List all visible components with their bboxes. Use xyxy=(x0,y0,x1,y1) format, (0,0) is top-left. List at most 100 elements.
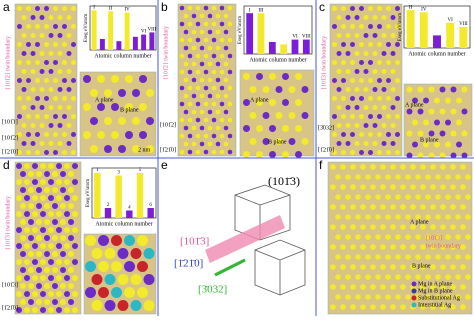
atom xyxy=(71,114,76,119)
atom xyxy=(428,152,435,159)
atom xyxy=(405,294,411,300)
atom xyxy=(381,51,387,56)
atom xyxy=(195,5,201,11)
atom xyxy=(461,108,468,115)
atom xyxy=(179,117,185,123)
atom xyxy=(350,204,356,210)
atom xyxy=(439,108,446,115)
atom xyxy=(219,85,225,91)
atom xyxy=(465,234,471,240)
atom xyxy=(390,87,396,92)
atom xyxy=(111,103,119,111)
atom xyxy=(256,99,263,106)
atom xyxy=(36,299,42,305)
atom xyxy=(44,132,49,137)
atom xyxy=(125,103,133,111)
atom xyxy=(187,101,193,107)
atom xyxy=(395,24,400,29)
atom xyxy=(340,304,346,310)
atom xyxy=(125,131,133,139)
atom xyxy=(417,130,424,137)
atom xyxy=(199,125,205,131)
atom xyxy=(211,101,217,107)
atom xyxy=(354,123,360,128)
atom xyxy=(28,235,34,241)
atom xyxy=(400,244,406,250)
bar xyxy=(268,42,276,54)
atom xyxy=(195,37,201,43)
atom xyxy=(363,105,369,110)
atom xyxy=(430,164,436,170)
axis-label: [3̄032] xyxy=(318,125,334,131)
atom xyxy=(450,264,456,270)
atom xyxy=(350,184,356,190)
atom xyxy=(20,171,26,177)
atom xyxy=(370,184,376,190)
legend-swatch xyxy=(411,295,417,301)
atom xyxy=(60,283,66,289)
atom xyxy=(368,78,373,83)
axis-label: [1̄21̄0] xyxy=(2,149,18,155)
atom xyxy=(456,141,462,148)
atom xyxy=(24,307,30,313)
atom xyxy=(118,145,126,153)
atom xyxy=(16,243,22,249)
atom xyxy=(336,51,342,56)
atom xyxy=(340,184,346,190)
axis-label: [101̄3] xyxy=(2,282,18,288)
atom xyxy=(52,283,58,289)
atom xyxy=(301,86,309,93)
bar xyxy=(126,210,133,218)
atom xyxy=(269,125,276,132)
atom xyxy=(44,235,50,241)
bar xyxy=(149,32,155,50)
atom xyxy=(445,97,451,104)
atom xyxy=(354,141,360,146)
atom xyxy=(390,105,396,110)
atom xyxy=(365,274,371,280)
atom xyxy=(203,69,209,75)
atom xyxy=(199,29,205,35)
atom xyxy=(345,69,351,74)
atom xyxy=(52,267,58,273)
atom xyxy=(428,86,435,93)
boundary-label: {101̄2} twin boundary xyxy=(163,26,169,80)
atom xyxy=(430,184,436,190)
atom xyxy=(83,75,91,83)
bar xyxy=(91,10,97,50)
atom xyxy=(195,101,201,107)
atom xyxy=(377,42,382,47)
atom xyxy=(386,78,391,83)
atom xyxy=(368,42,373,47)
atom xyxy=(187,21,193,27)
atom xyxy=(44,267,50,273)
atom xyxy=(375,274,381,280)
atom xyxy=(68,171,74,177)
atom xyxy=(345,51,351,56)
atom xyxy=(139,103,147,111)
atom xyxy=(262,138,270,145)
bar xyxy=(419,12,428,49)
atom xyxy=(24,243,30,249)
atom xyxy=(360,284,366,290)
atom xyxy=(415,254,421,260)
atom xyxy=(39,69,45,74)
atom xyxy=(48,227,54,233)
atom xyxy=(415,194,421,200)
atom xyxy=(330,164,336,170)
atom xyxy=(395,60,400,65)
atom xyxy=(377,24,382,29)
legend-swatch xyxy=(411,302,417,308)
axis-label: [1̄21̄0] xyxy=(318,147,334,153)
atom xyxy=(52,299,58,305)
bar xyxy=(94,173,101,218)
atom xyxy=(207,109,213,115)
atom xyxy=(68,251,74,257)
atom xyxy=(445,174,451,180)
atom xyxy=(345,294,351,300)
atom xyxy=(386,6,391,11)
atom xyxy=(395,6,400,11)
bar-label: VIII xyxy=(459,22,468,27)
atom xyxy=(341,150,346,155)
atom xyxy=(341,42,346,47)
